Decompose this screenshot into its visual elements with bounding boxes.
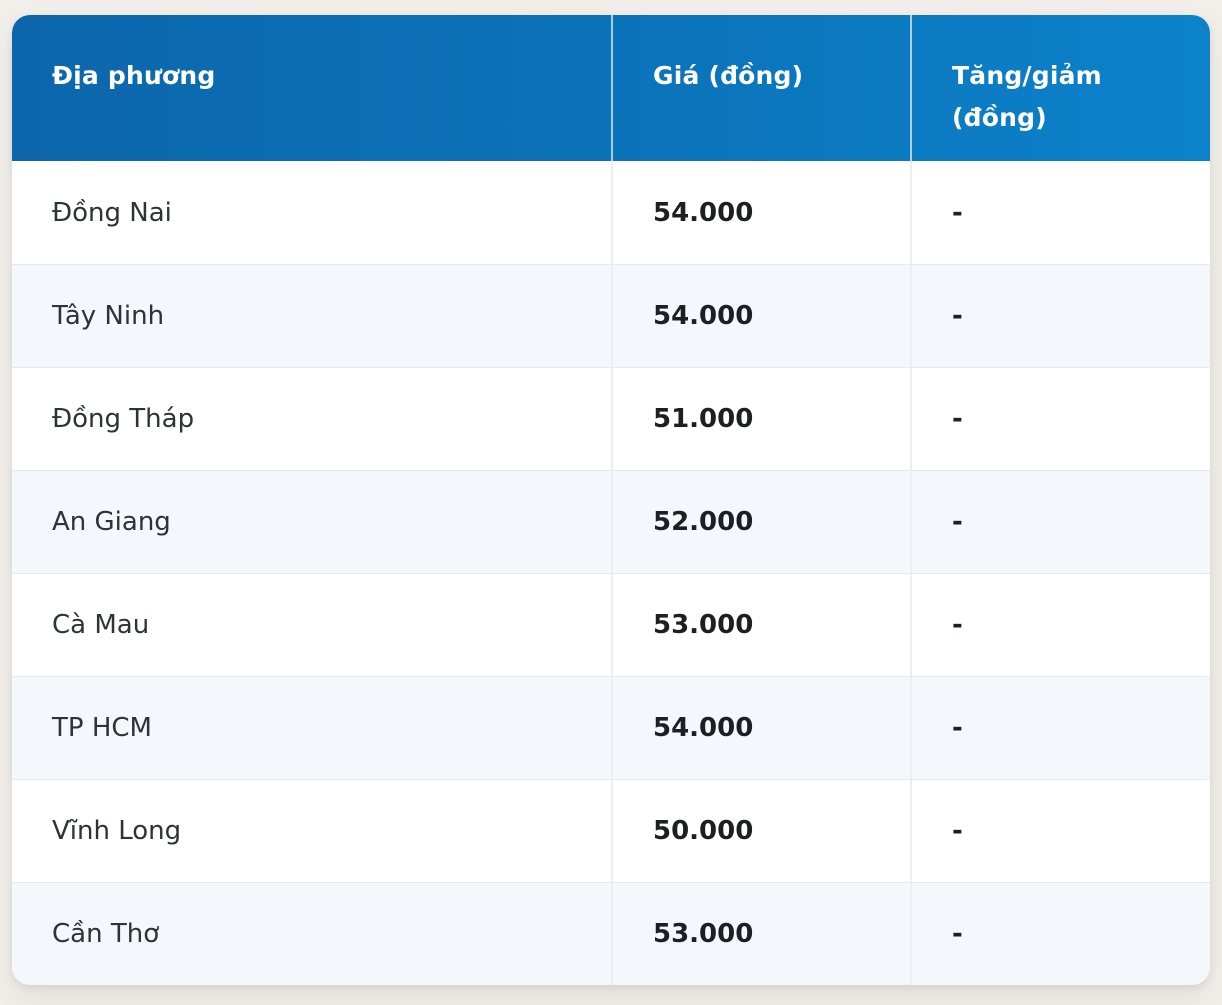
change-cell: -	[910, 883, 1210, 985]
price-value: 53.000	[653, 919, 754, 949]
column-header-price-label: Giá (đồng)	[653, 61, 804, 90]
location-label: Đồng Nai	[52, 197, 172, 228]
location-cell: Cần Thơ	[12, 883, 611, 985]
price-value: 54.000	[653, 197, 754, 228]
price-cell: 54.000	[611, 677, 910, 779]
change-cell: -	[910, 368, 1210, 470]
table-row: Vĩnh Long 50.000 -	[12, 779, 1210, 882]
price-value: 52.000	[653, 507, 754, 537]
table-header-row: Địa phương Giá (đồng) Tăng/giảm (đồng)	[12, 15, 1210, 161]
column-header-location: Địa phương	[12, 15, 611, 161]
price-table-card: Địa phương Giá (đồng) Tăng/giảm (đồng) Đ…	[12, 15, 1210, 985]
change-cell: -	[910, 161, 1210, 264]
change-cell: -	[910, 471, 1210, 573]
location-label: An Giang	[52, 507, 171, 537]
change-cell: -	[910, 677, 1210, 779]
price-cell: 50.000	[611, 780, 910, 882]
table-row: Đồng Tháp 51.000 -	[12, 367, 1210, 470]
location-label: Cà Mau	[52, 610, 150, 640]
location-label: Cần Thơ	[52, 919, 160, 949]
table-row: Tây Ninh 54.000 -	[12, 264, 1210, 367]
change-value: -	[952, 816, 963, 846]
column-header-change: Tăng/giảm (đồng)	[910, 15, 1210, 161]
change-value: -	[952, 919, 963, 949]
change-value: -	[952, 301, 963, 331]
change-cell: -	[910, 265, 1210, 367]
column-header-change-label: Tăng/giảm (đồng)	[952, 61, 1102, 132]
price-cell: 53.000	[611, 883, 910, 985]
table-row: Cần Thơ 53.000 -	[12, 882, 1210, 985]
change-value: -	[952, 197, 963, 228]
location-label: TP HCM	[52, 713, 152, 743]
change-value: -	[952, 610, 963, 640]
price-cell: 51.000	[611, 368, 910, 470]
table-row: Đồng Nai 54.000 -	[12, 161, 1210, 264]
location-cell: Vĩnh Long	[12, 780, 611, 882]
location-cell: An Giang	[12, 471, 611, 573]
location-cell: Đồng Tháp	[12, 368, 611, 470]
location-cell: TP HCM	[12, 677, 611, 779]
price-value: 54.000	[653, 301, 754, 331]
change-value: -	[952, 404, 963, 434]
price-value: 51.000	[653, 404, 754, 434]
change-cell: -	[910, 574, 1210, 676]
price-cell: 54.000	[611, 265, 910, 367]
location-label: Tây Ninh	[52, 301, 165, 331]
table-row: An Giang 52.000 -	[12, 470, 1210, 573]
price-cell: 53.000	[611, 574, 910, 676]
column-header-location-label: Địa phương	[52, 61, 216, 90]
price-cell: 52.000	[611, 471, 910, 573]
price-cell: 54.000	[611, 161, 910, 264]
location-cell: Đồng Nai	[12, 161, 611, 264]
price-value: 54.000	[653, 713, 754, 743]
price-value: 50.000	[653, 816, 754, 846]
column-header-price: Giá (đồng)	[611, 15, 910, 161]
location-label: Vĩnh Long	[52, 816, 182, 846]
location-label: Đồng Tháp	[52, 404, 195, 434]
table-row: Cà Mau 53.000 -	[12, 573, 1210, 676]
table-row: TP HCM 54.000 -	[12, 676, 1210, 779]
location-cell: Cà Mau	[12, 574, 611, 676]
price-value: 53.000	[653, 610, 754, 640]
change-cell: -	[910, 780, 1210, 882]
change-value: -	[952, 713, 963, 743]
change-value: -	[952, 507, 963, 537]
location-cell: Tây Ninh	[12, 265, 611, 367]
